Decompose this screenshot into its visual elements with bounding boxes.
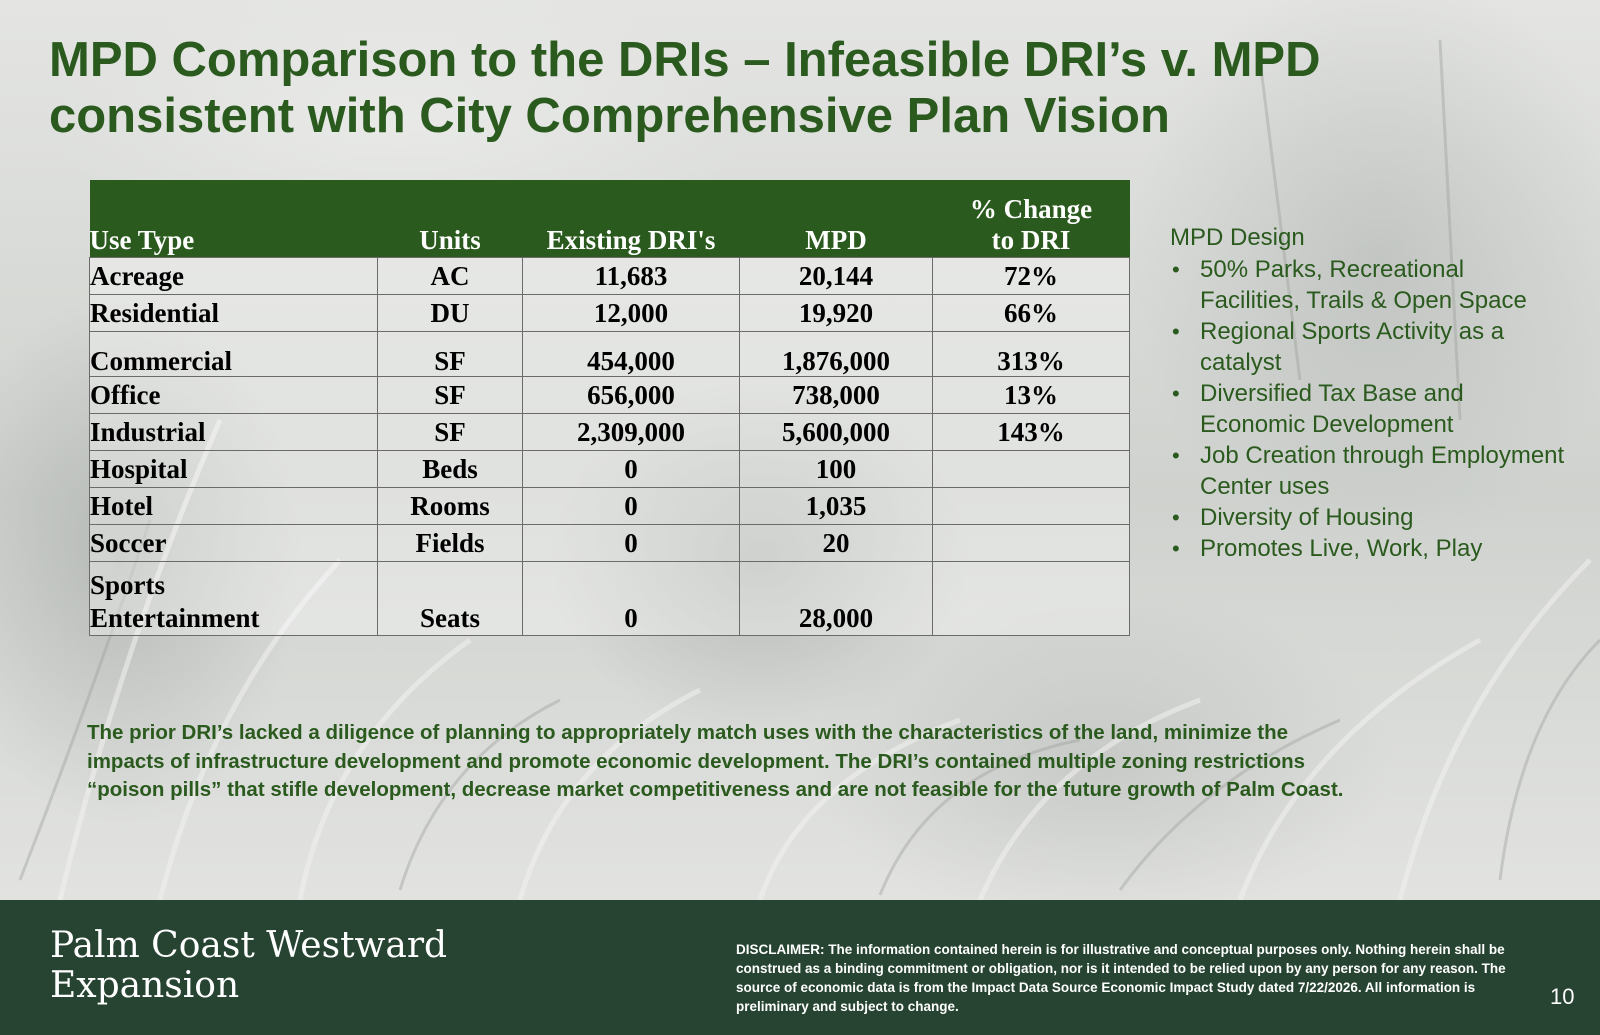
cell-existing: 656,000 — [522, 376, 740, 414]
list-item-text: Promotes Live, Work, Play — [1200, 535, 1483, 562]
cell-use-type: Sports Entertainment — [89, 561, 378, 636]
cell-existing: 0 — [522, 561, 740, 636]
cell-units: SF — [377, 413, 523, 451]
list-item-text: Diversity of Housing — [1200, 504, 1414, 531]
cell-units: Fields — [377, 524, 523, 562]
brand-title: Palm Coast Westward Expansion — [50, 926, 570, 1006]
list-item: • Regional Sports Activity as a catalyst — [1170, 316, 1570, 378]
cell-units: AC — [377, 257, 523, 295]
bullet-icon: • — [1172, 381, 1180, 406]
cell-units: SF — [377, 331, 523, 377]
header-percent-change-line-1: % Change — [969, 194, 1093, 224]
cell-use-type: Soccer — [89, 524, 378, 562]
cell-existing: 0 — [522, 487, 740, 525]
header-units: Units — [377, 180, 523, 258]
bullet-icon: • — [1172, 443, 1180, 468]
list-item-text: Job Creation through Employment Center u… — [1200, 442, 1565, 500]
cell-change — [932, 487, 1130, 525]
cell-change — [932, 450, 1130, 488]
cell-mpd: 28,000 — [739, 561, 933, 636]
header-use-type: Use Type — [89, 180, 378, 258]
cell-use-type: Industrial — [89, 413, 378, 451]
cell-units: Seats — [377, 561, 523, 636]
cell-change: 13% — [932, 376, 1130, 414]
cell-use-type-line-1: Sports — [90, 570, 166, 600]
cell-mpd: 20 — [739, 524, 933, 562]
summary-paragraph: The prior DRI’s lacked a diligence of pl… — [87, 721, 1344, 801]
table-row: Industrial SF 2,309,000 5,600,000 143% — [89, 413, 1130, 451]
cell-use-type-line-2: Entertainment — [90, 603, 260, 633]
cell-use-type: Office — [89, 376, 378, 414]
header-mpd: MPD — [739, 180, 933, 258]
cell-units: DU — [377, 294, 523, 332]
bullet-icon: • — [1172, 505, 1180, 530]
list-item-text: Regional Sports Activity as a catalyst — [1200, 318, 1505, 376]
list-item: • Diversified Tax Base and Economic Devel… — [1170, 378, 1570, 440]
title-line-2: consistent with City Comprehensive Plan … — [49, 89, 1170, 143]
list-item: • 50% Parks, Recreational Facilities, Tra… — [1170, 254, 1570, 316]
cell-units: Beds — [377, 450, 523, 488]
cell-mpd: 19,920 — [739, 294, 933, 332]
cell-use-type: Acreage — [89, 257, 378, 295]
comparison-table: Use Type Units Existing DRI's MPD % Chan… — [89, 180, 1130, 636]
mpd-design-panel: MPD Design • 50% Parks, Recreational Faci… — [1170, 222, 1570, 564]
page-title: MPD Comparison to the DRIs – Infeasible … — [49, 32, 1509, 144]
cell-existing: 2,309,000 — [522, 413, 740, 451]
table-row: Hotel Rooms 0 1,035 — [89, 487, 1130, 525]
cell-units: SF — [377, 376, 523, 414]
footer-bar: Palm Coast Westward Expansion DISCLAIMER… — [0, 900, 1600, 1035]
mpd-design-title: MPD Design — [1170, 224, 1305, 251]
disclaimer-text: DISCLAIMER: The information contained he… — [736, 942, 1506, 1014]
table-row: Hospital Beds 0 100 — [89, 450, 1130, 488]
foliage-texture — [18, 39, 1600, 900]
table-row: Commercial SF 454,000 1,876,000 313% — [89, 331, 1130, 377]
list-item: • Diversity of Housing — [1170, 502, 1570, 533]
brand-line-2: Expansion — [50, 965, 240, 1006]
table-row: Acreage AC 11,683 20,144 72% — [89, 257, 1130, 295]
list-item: • Job Creation through Employment Center … — [1170, 440, 1570, 502]
cell-existing: 0 — [522, 524, 740, 562]
header-percent-change-line-2: to DRI — [991, 225, 1071, 255]
table-row: Office SF 656,000 738,000 13% — [89, 376, 1130, 414]
bullet-icon: • — [1172, 257, 1180, 282]
brand-line-1: Palm Coast Westward — [50, 925, 448, 966]
cell-mpd: 738,000 — [739, 376, 933, 414]
table-row: Sports Entertainment Seats 0 28,000 — [89, 561, 1130, 636]
bullet-icon: • — [1172, 536, 1180, 561]
cell-use-type: Residential — [89, 294, 378, 332]
cell-existing: 454,000 — [522, 331, 740, 377]
table-row: Soccer Fields 0 20 — [89, 524, 1130, 562]
cell-mpd: 20,144 — [739, 257, 933, 295]
table-header-row: Use Type Units Existing DRI's MPD % Chan… — [89, 180, 1130, 258]
mpd-design-list: • 50% Parks, Recreational Facilities, Tra… — [1170, 254, 1570, 564]
cell-units: Rooms — [377, 487, 523, 525]
page-number: 10 — [1550, 984, 1575, 1009]
cell-change: 313% — [932, 331, 1130, 377]
cell-existing: 12,000 — [522, 294, 740, 332]
cell-mpd: 100 — [739, 450, 933, 488]
cell-change: 143% — [932, 413, 1130, 451]
cell-use-type: Hospital — [89, 450, 378, 488]
header-existing-dri: Existing DRI's — [522, 180, 740, 258]
title-line-1: MPD Comparison to the DRIs – Infeasible … — [49, 33, 1321, 87]
cell-change — [932, 524, 1130, 562]
cell-existing: 11,683 — [522, 257, 740, 295]
cell-change: 66% — [932, 294, 1130, 332]
list-item-text: Diversified Tax Base and Economic Develo… — [1200, 380, 1464, 438]
cell-mpd: 1,035 — [739, 487, 933, 525]
cell-existing: 0 — [522, 450, 740, 488]
cell-change: 72% — [932, 257, 1130, 295]
cell-change — [932, 561, 1130, 636]
cell-mpd: 1,876,000 — [739, 331, 933, 377]
list-item: • Promotes Live, Work, Play — [1170, 533, 1570, 564]
cell-mpd: 5,600,000 — [739, 413, 933, 451]
cell-use-type: Commercial — [89, 331, 378, 377]
table-row: Residential DU 12,000 19,920 66% — [89, 294, 1130, 332]
header-percent-change: % Change to DRI — [932, 180, 1130, 258]
bullet-icon: • — [1172, 319, 1180, 344]
cell-use-type: Hotel — [89, 487, 378, 525]
list-item-text: 50% Parks, Recreational Facilities, Trai… — [1200, 256, 1527, 314]
